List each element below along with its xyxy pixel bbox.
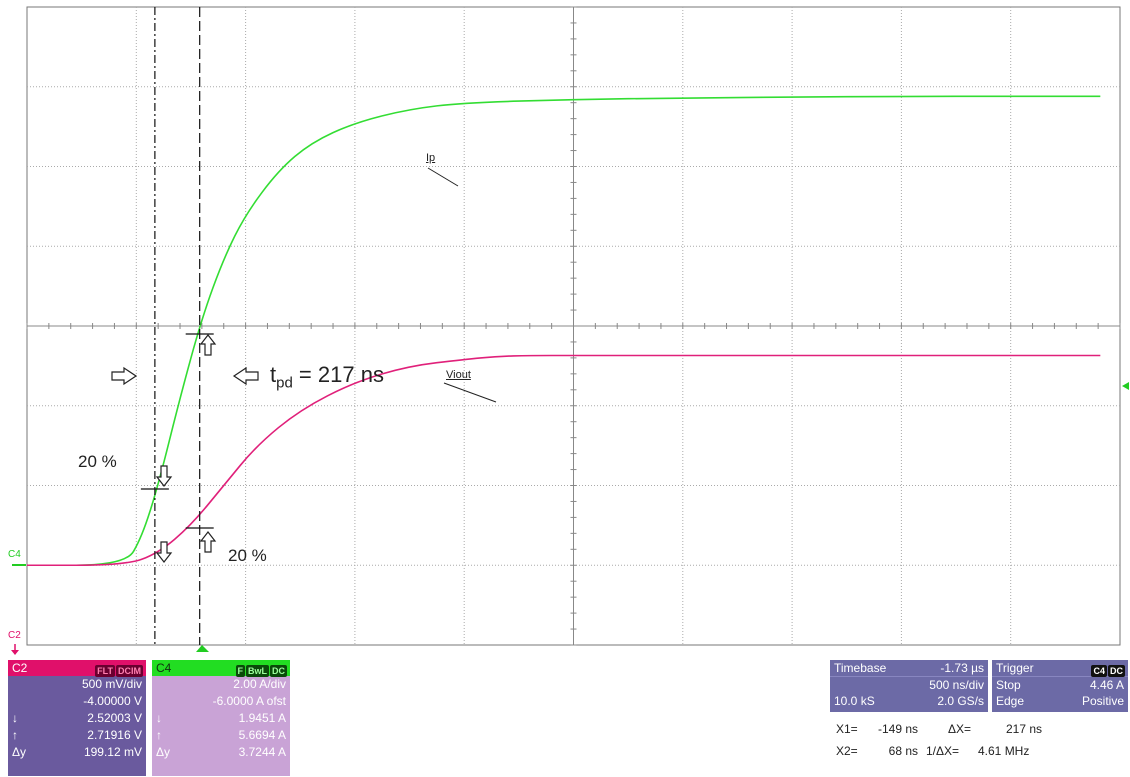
c4-cursor1-row: ↓ 1.9451 A: [152, 710, 290, 727]
c2-delta-label: Δy: [12, 745, 27, 759]
trigger-position-icon: [196, 645, 209, 652]
cursor-measurements: X1= -149 ns ΔX= 217 ns X2= 68 ns 1/ΔX= 4…: [830, 716, 1128, 760]
trigger-label: Trigger: [996, 661, 1034, 675]
x2-value: 68 ns: [888, 744, 918, 758]
viout-trace: [26, 354, 1101, 567]
percent-lower-label: 20 %: [228, 546, 267, 565]
tpd-annotation: tpd = 217 ns: [270, 362, 384, 391]
trigger-mode: Stop: [996, 678, 1021, 692]
timebase-samples: 10.0 kS: [834, 694, 875, 708]
trigger-badge-c4: C4: [1091, 665, 1107, 677]
c2-ground-marker[interactable]: C2: [8, 630, 21, 641]
tpd-symbol: t: [270, 362, 277, 387]
scope-display: [11, 6, 1129, 655]
dx-label: ΔX=: [948, 722, 972, 736]
c2-header: C2 FLT DCIM: [8, 660, 146, 677]
trigger-panel[interactable]: Trigger C4 DC Stop 4.46 A Edge Positive: [992, 660, 1128, 712]
c4-ground-marker[interactable]: C4: [8, 549, 21, 560]
c2-level-marker-icon: [1122, 382, 1129, 390]
c4-delta-label: Δy: [156, 745, 171, 759]
ip-trace-label: Ip: [426, 152, 436, 164]
c2-name: C2: [12, 661, 28, 675]
x2-label: X2=: [836, 744, 858, 758]
c4-name: C4: [156, 661, 172, 675]
c2-delta-row: Δy 199.12 mV: [8, 744, 146, 761]
channel-c4-panel[interactable]: C4 F BwL DC 2.00 A/div -6.0000 A ofst ↓ 1.9…: [152, 660, 290, 776]
c2-cursor1-value: 2.52003 V: [87, 711, 142, 725]
arrow-down-icon: [155, 465, 173, 487]
arrow-left-icon: [232, 366, 259, 386]
c2-cursor2-row: ↑ 2.71916 V: [8, 727, 146, 744]
ip-label-leader: [427, 167, 459, 187]
timebase-panel[interactable]: Timebase -1.73 µs 500 ns/div 10.0 kS 2.0 G…: [830, 660, 988, 712]
dx-value: 217 ns: [1006, 722, 1043, 736]
c4-scale: 2.00 A/div: [233, 677, 286, 691]
c2-cursor2-label: ↑: [12, 728, 18, 742]
inv-dx-value: 4.61 MHz: [978, 744, 1030, 758]
ip-trace: [26, 95, 1101, 567]
c2-badge-flt: FLT: [95, 665, 115, 677]
c2-offset: -4.00000 V: [83, 694, 142, 708]
x1-label: X1=: [836, 722, 858, 736]
c4-badge-dc: DC: [270, 665, 287, 677]
c2-scale: 500 mV/div: [81, 677, 142, 691]
timebase-per-div: 500 ns/div: [929, 678, 984, 692]
channel-c2-panel[interactable]: C2 FLT DCIM 500 mV/div -4.00000 V ↓ 2.5200…: [8, 660, 146, 776]
c4-delta-row: Δy 3.7244 A: [152, 744, 290, 761]
c4-cursor2-row: ↑ 5.6694 A: [152, 727, 290, 744]
arrow-up-icon: [199, 334, 217, 356]
c4-cursor2-label: ↑: [156, 728, 162, 742]
c4-offset: -6.0000 A ofst: [212, 694, 286, 708]
timebase-label: Timebase: [834, 661, 887, 675]
tpd-value: = 217 ns: [292, 362, 384, 387]
c2-cursor1-row: ↓ 2.52003 V: [8, 710, 146, 727]
trigger-type: Edge: [996, 694, 1025, 708]
c2-cursor2-value: 2.71916 V: [87, 728, 142, 742]
viout-trace-label: Viout: [446, 369, 471, 381]
c4-cursor2-value: 5.6694 A: [238, 728, 286, 742]
tpd-subscript: pd: [276, 374, 293, 392]
c4-header: C4 F BwL DC: [152, 660, 290, 677]
trigger-slope: Positive: [1081, 694, 1124, 708]
trigger-level: 4.46 A: [1089, 678, 1124, 692]
c4-delta-value: 3.7244 A: [238, 745, 286, 759]
percent-upper-label: 20 %: [78, 452, 117, 471]
c4-cursor1-value: 1.9451 A: [238, 711, 286, 725]
timebase-rate: 2.0 GS/s: [937, 694, 984, 708]
timebase-delay: -1.73 µs: [940, 661, 984, 675]
c2-cursor1-label: ↓: [12, 711, 18, 725]
arrow-up-icon: [199, 531, 217, 553]
c4-badge-f: F: [235, 665, 245, 677]
c4-badge-bwl: BwL: [246, 665, 269, 677]
x1-value: -149 ns: [877, 722, 918, 736]
trigger-badge-dc: DC: [1108, 665, 1125, 677]
arrow-right-icon: [111, 366, 138, 386]
c2-ground-arrowhead-icon: [11, 650, 19, 655]
c2-delta-value: 199.12 mV: [83, 745, 142, 759]
arrow-down-icon: [155, 541, 173, 563]
inv-dx-label: 1/ΔX=: [926, 744, 960, 758]
c4-cursor1-label: ↓: [156, 711, 162, 725]
viout-label-leader: [443, 382, 497, 403]
c2-badge-dcim: DCIM: [116, 665, 143, 677]
